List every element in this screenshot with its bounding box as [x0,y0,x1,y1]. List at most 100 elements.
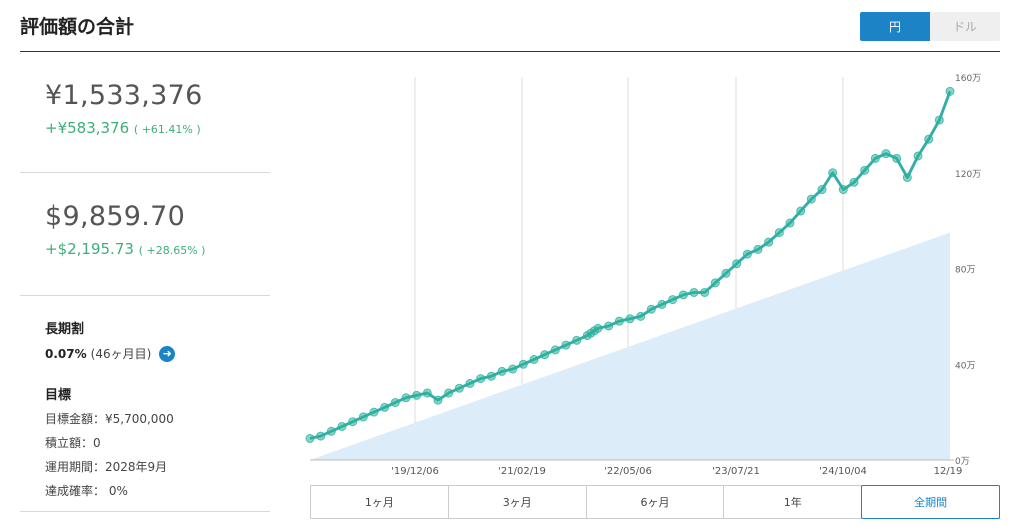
currency-yen-button[interactable]: 円 [860,12,930,41]
value-point [604,321,614,331]
value-point [593,323,603,333]
value-point [902,173,912,183]
value-point [646,304,656,314]
longterm-row: 0.07% (46ヶ月目) ➜ [45,345,270,362]
x-tick-label: '22/05/06 [604,466,652,477]
value-point [625,314,635,324]
value-point [753,244,763,254]
usd-value-block: $9,859.70 +$2,195.73 ( +28.65% ) [20,173,270,296]
value-point [721,268,731,278]
value-point [518,359,528,369]
value-point [838,185,848,195]
value-point [785,218,795,228]
y-tick-label: 120万 [955,170,981,180]
goal-label: 目標 [45,388,72,403]
summary-panel: ¥1,533,376 +¥583,376 ( +61.41% ) $9,859.… [20,52,270,512]
contribution-area [310,232,950,460]
value-point [614,316,624,326]
usd-gain-value: +$2,195.73 [45,240,134,258]
usd-gain: +$2,195.73 ( +28.65% ) [20,240,270,258]
goal-probability: 達成確率： 0% [45,484,128,498]
value-point [860,165,870,175]
value-point [486,371,496,381]
value-point [678,290,688,300]
value-point [817,185,827,195]
period-selector: 1ヶ月 3ヶ月 6ヶ月 1年 全期間 [310,485,1000,519]
currency-dollar-button[interactable]: ドル [930,12,1000,41]
value-point [326,426,336,436]
usd-amount: $9,859.70 [45,201,186,232]
period-1m-button[interactable]: 1ヶ月 [311,486,449,518]
value-point [796,206,806,216]
x-tick-label: 12/19 [934,466,963,477]
yen-gain: +¥583,376 ( +61.41% ) [20,119,270,137]
period-6m-button[interactable]: 6ヶ月 [587,486,725,518]
period-3m-button[interactable]: 3ヶ月 [449,486,587,518]
header: 評価額の合計 円 ドル [20,0,1000,52]
value-point [380,402,390,412]
currency-toggle: 円 ドル [860,12,1000,41]
page-title: 評価額の合計 [20,16,135,38]
value-point [913,151,923,161]
value-point [668,295,678,305]
value-point [540,350,550,360]
value-point [550,345,560,355]
value-point [710,278,720,288]
value-point [529,354,539,364]
yen-gain-percent: ( +61.41% ) [133,123,201,136]
value-point [476,374,486,384]
value-point [924,134,934,144]
value-point [401,393,411,403]
longterm-rate: 0.07% [45,346,87,361]
value-point [934,115,944,125]
value-point [316,431,326,441]
period-all-button[interactable]: 全期間 [861,485,1000,519]
value-point [508,364,518,374]
value-point [828,168,838,178]
value-point [572,335,582,345]
value-point [881,149,891,159]
value-point [849,177,859,187]
value-point [742,249,752,259]
value-point [433,395,443,405]
value-point [892,153,902,163]
value-point [700,287,710,297]
x-tick-label: '23/07/21 [712,466,760,477]
value-point [465,378,475,388]
yen-gain-value: +¥583,376 [45,119,130,137]
value-point [870,153,880,163]
value-point [358,412,368,422]
value-point [657,299,667,309]
value-point [636,311,646,321]
x-tick-label: '19/12/06 [391,466,439,477]
longterm-label: 長期割 [45,322,85,337]
yen-amount: ¥1,533,376 [45,80,203,111]
value-point [348,417,358,427]
goal-period: 運用期間：2028年9月 [45,460,168,474]
period-1y-button[interactable]: 1年 [724,486,863,518]
value-point [732,259,742,269]
chart-svg: 0万 40万 80万 120万 160万 '19/12/06 '21/02/19 '22/05… [305,74,981,477]
value-point [497,366,507,376]
value-point [444,388,454,398]
value-point [774,228,784,238]
y-tick-label: 40万 [955,361,975,371]
goal-amount: 目標金額：¥5,700,000 [45,412,174,426]
x-tick-label: '21/02/19 [498,466,546,477]
value-point [412,390,422,400]
value-point [689,287,699,297]
value-point [454,383,464,393]
value-point [305,433,315,443]
value-chart: 0万 40万 80万 120万 160万 '19/12/06 '21/02/19 '22/05… [300,72,1000,477]
value-point [369,407,379,417]
usd-gain-percent: ( +28.65% ) [138,244,206,257]
y-tick-label: 160万 [955,74,981,84]
arrow-right-icon[interactable]: ➜ [159,345,176,362]
x-tick-label: '24/10/04 [819,466,867,477]
value-point [764,237,774,247]
yen-value-block: ¥1,533,376 +¥583,376 ( +61.41% ) [20,52,270,173]
value-point [806,194,816,204]
y-tick-label: 0万 [955,457,970,467]
goal-contribution: 積立額：0 [45,436,101,450]
info-block: 長期割 0.07% (46ヶ月目) ➜ 目標 目標金額：¥5,700,000 積… [20,296,270,512]
